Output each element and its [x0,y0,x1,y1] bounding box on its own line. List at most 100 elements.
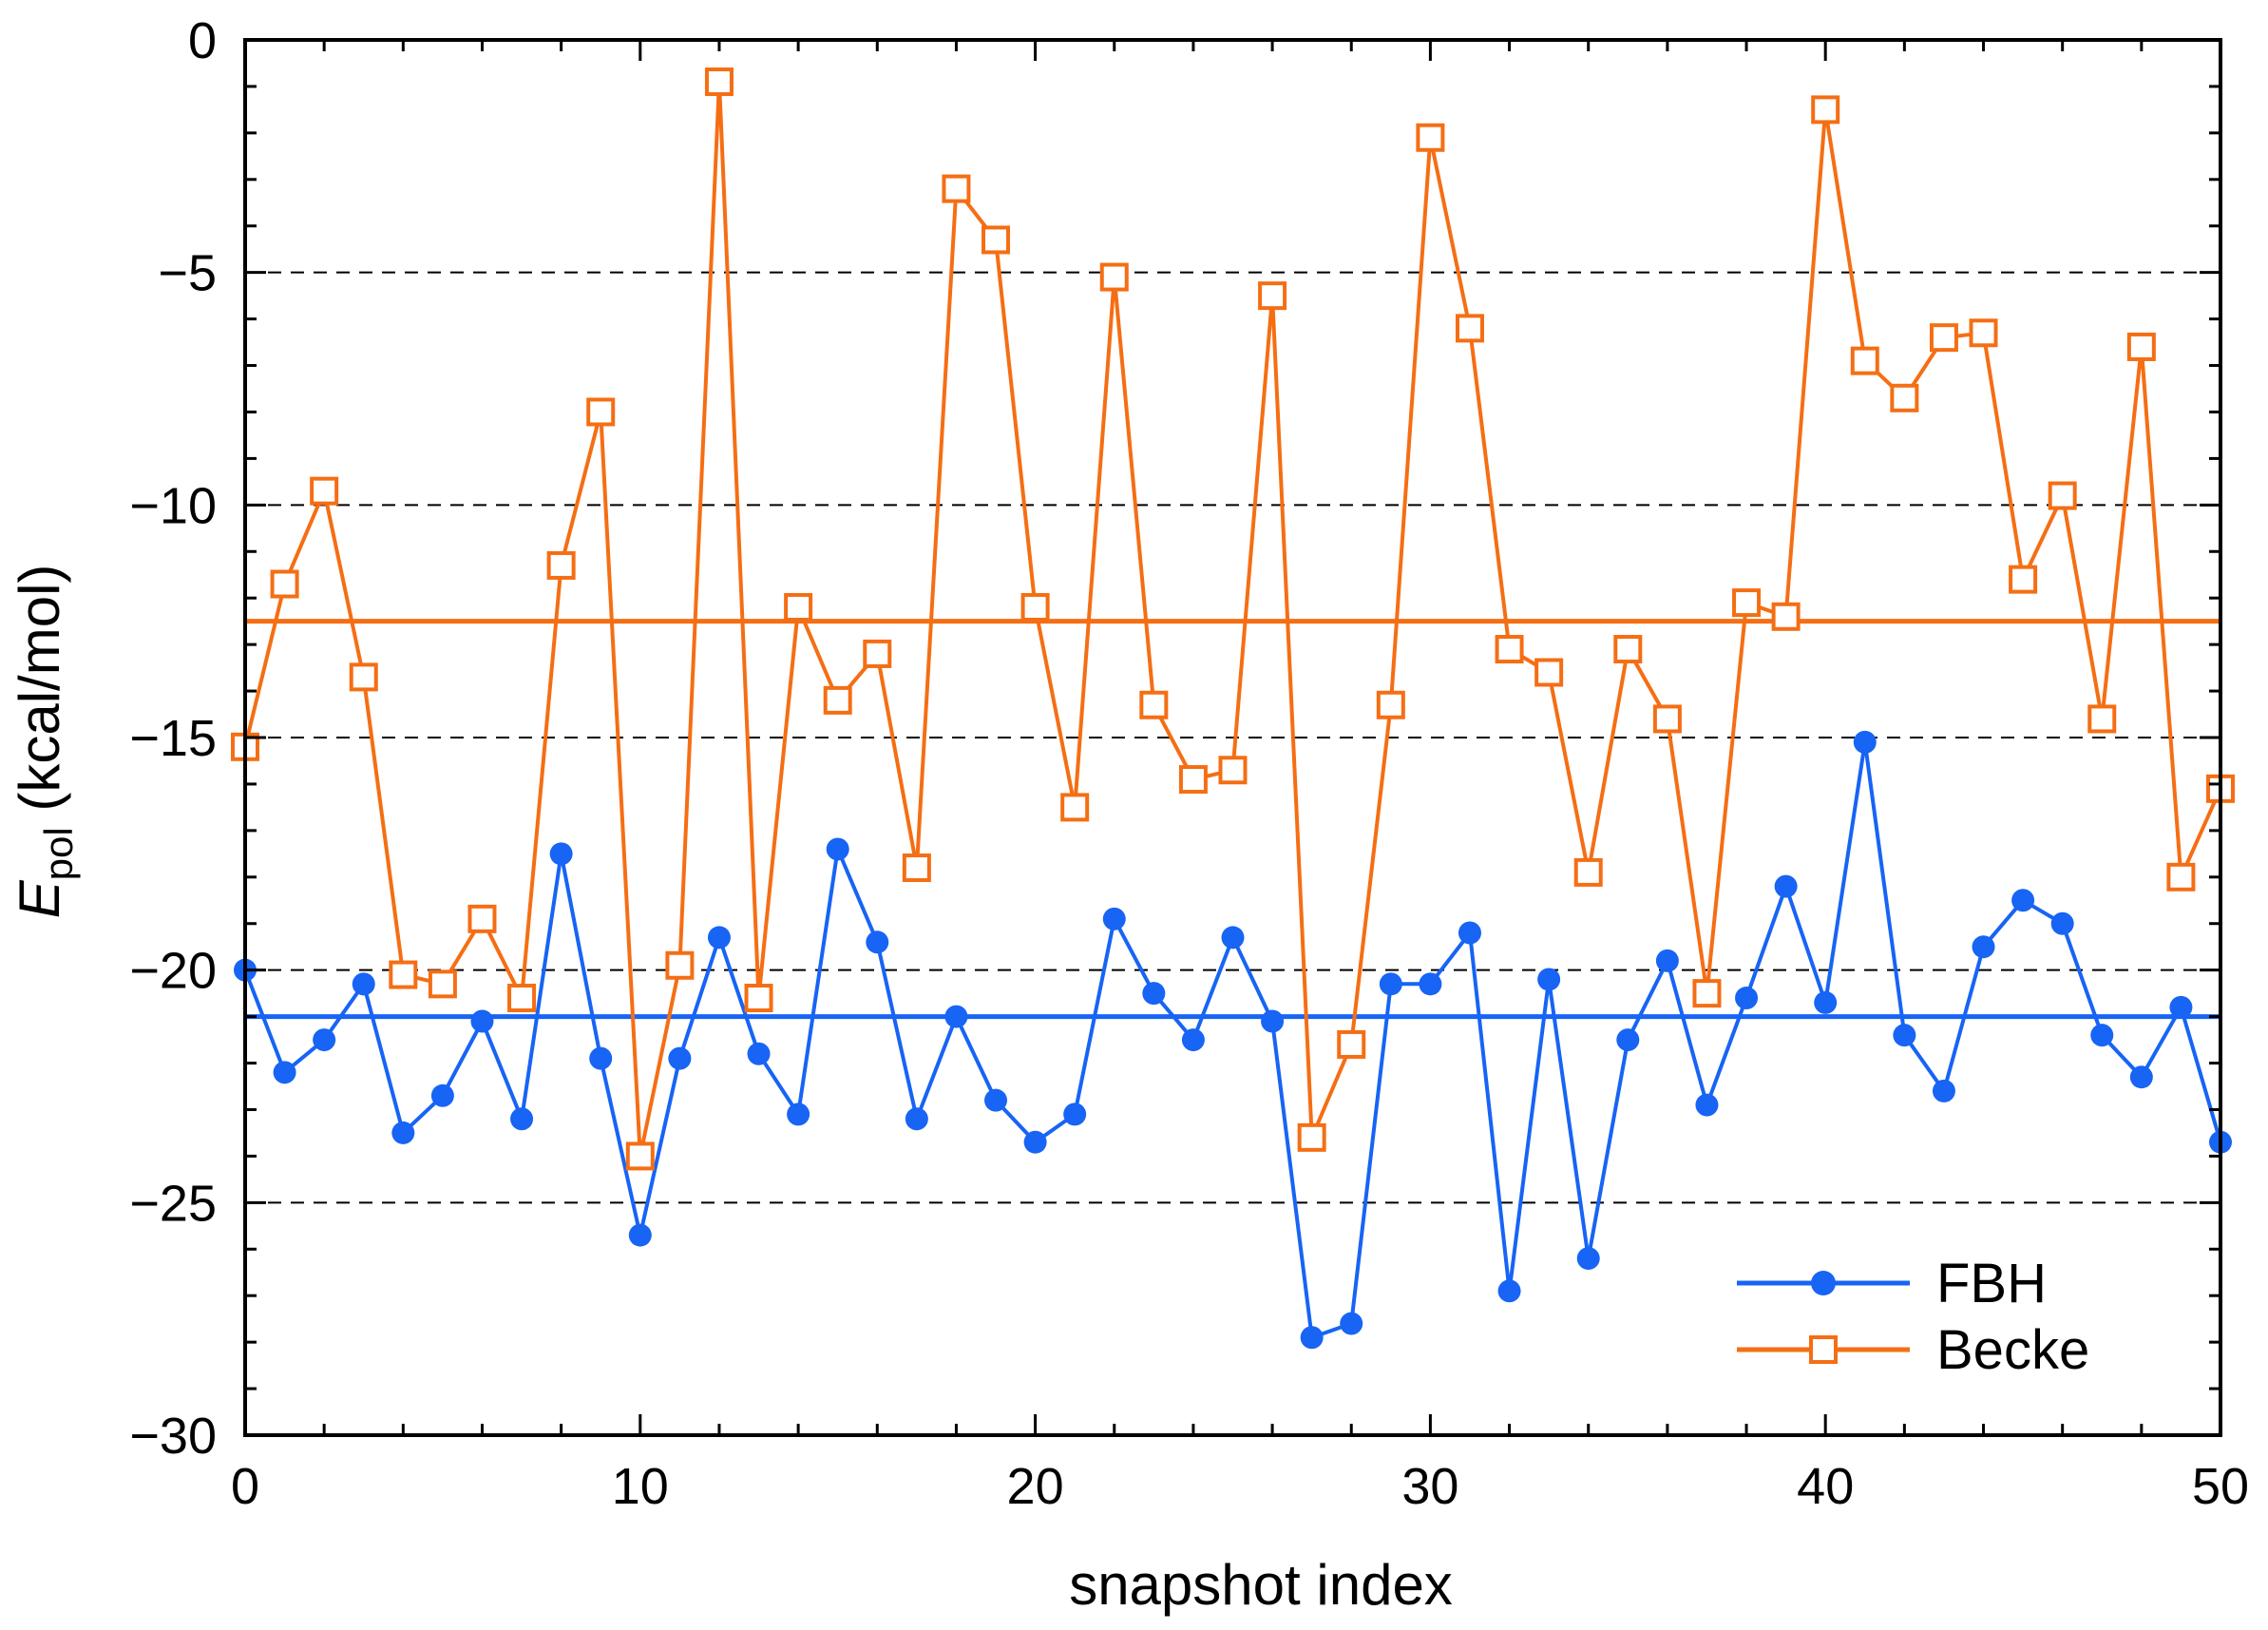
legend-item-becke: Becke [1737,1319,2089,1381]
data-point [905,1107,928,1131]
y-tick-label: −30 [129,1408,217,1465]
data-point [982,225,1011,255]
series-becke [231,67,2235,1171]
data-point [1099,262,1129,292]
data-point [1258,281,1287,311]
data-point [787,1103,810,1126]
data-point [1376,690,1405,719]
data-point [2087,704,2117,734]
data-point [902,853,931,883]
data-point [1497,1279,1521,1303]
data-point [665,950,695,980]
data-point [1890,383,1919,412]
series-fbh [234,730,2232,1350]
data-point [2009,565,2038,594]
data-point [668,1046,692,1070]
data-point [984,1088,1008,1112]
legend-marker [1809,1335,1838,1364]
data-point [313,1028,336,1052]
data-point [2129,1065,2153,1089]
data-point [866,930,889,954]
x-tick-label: 40 [1797,1458,1854,1515]
data-point [1139,690,1169,719]
data-point [470,1009,494,1033]
data-point [467,904,497,933]
data-point [1379,972,1402,996]
x-tick-label: 0 [231,1458,259,1515]
x-tick-label: 10 [612,1458,669,1515]
data-point [1102,907,1126,930]
y-tick-label: −5 [158,245,217,302]
data-point [1261,1009,1285,1033]
data-point [1771,602,1801,631]
data-point [1340,1312,1363,1335]
series-layer [231,67,2235,1350]
data-point [2048,481,2077,510]
data-point [2169,995,2193,1019]
data-point [1695,1093,1719,1117]
data-point [270,569,299,599]
data-point [273,1061,296,1084]
data-point [1613,635,1643,664]
data-point [1576,1247,1600,1271]
data-point [2090,1024,2114,1047]
x-tick-label: 20 [1007,1458,1064,1515]
data-point [1735,987,1759,1010]
data-point [352,972,375,996]
y-tick-label: −20 [129,943,217,1000]
x-tick-label: 50 [2192,1458,2249,1515]
data-point [1218,756,1248,785]
data-point [1850,346,1879,375]
data-point [1495,635,1524,664]
data-point [1060,793,1090,822]
y-tick-label: −15 [129,710,217,767]
series-line-fbh [243,739,2222,1340]
data-point [1534,658,1564,687]
y-tick-label: 0 [188,12,217,69]
data-point [430,1083,454,1107]
data-point [1142,982,1166,1006]
data-point [1616,1028,1640,1052]
data-point [1300,1326,1324,1350]
data-point [2166,862,2196,892]
legend-marker [1811,1271,1836,1295]
data-point [944,1005,968,1028]
data-point [586,397,616,427]
data-point [507,984,537,1013]
legend-label: Becke [1936,1319,2089,1381]
data-point [863,639,892,668]
data-point [1732,588,1762,618]
data-point [747,1042,771,1065]
data-point [1932,1079,1955,1103]
legend-item-fbh: FBH [1737,1253,2047,1314]
data-point [2126,332,2156,361]
data-point [1573,857,1603,887]
axis-ticks [243,38,2222,1437]
data-point [707,926,731,949]
data-point [1020,592,1050,622]
data-point [1652,704,1682,734]
data-point [1853,730,1877,754]
data-point [510,1107,534,1131]
data-point [744,984,773,1013]
data-point [1774,874,1798,898]
data-point [1811,95,1840,125]
y-axis-label-symbol: E [8,879,71,918]
data-point [1929,323,1958,353]
tick-labels: 0 10 20 30 40 50 0 −5 −10 −15 −20 −25 −30 [129,12,2249,1515]
data-point [1972,935,1995,959]
data-point [1814,990,1838,1014]
y-tick-label: −25 [129,1175,217,1232]
data-point [628,1223,652,1247]
data-point [1969,318,1998,348]
data-point [1337,1029,1366,1059]
data-point [784,592,813,622]
data-point [625,1141,655,1171]
data-point [1537,968,1561,991]
y-tick-label: −10 [129,477,217,534]
data-point [546,550,576,580]
data-point [2050,911,2074,935]
data-point [1692,979,1722,1008]
data-point [1455,314,1484,343]
